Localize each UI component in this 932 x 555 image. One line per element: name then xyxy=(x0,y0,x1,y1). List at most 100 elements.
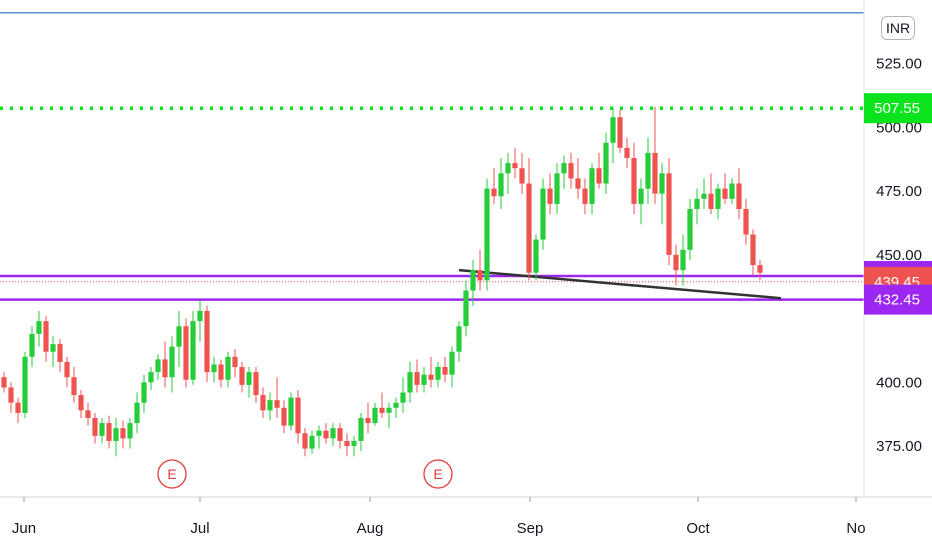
candle-body-108 xyxy=(757,265,763,273)
price-tick-label-6: 525.00 xyxy=(876,56,922,73)
candle-body-10 xyxy=(71,377,77,396)
candle-body-77 xyxy=(540,188,546,240)
candle-body-88 xyxy=(617,117,623,148)
candle-body-66 xyxy=(463,290,469,327)
candle-body-54 xyxy=(379,407,385,413)
earnings-marker-label-0: E xyxy=(167,466,176,482)
candle-body-25 xyxy=(176,326,182,347)
candle-body-14 xyxy=(99,423,105,436)
candle-body-71 xyxy=(498,173,504,197)
candles xyxy=(1,107,763,457)
price-axis[interactable]: 375.00 400.00 450.00 475.00 500.00 525.00 xyxy=(863,0,932,497)
candle-body-56 xyxy=(393,402,399,408)
candle-body-23 xyxy=(162,359,168,378)
time-tick-label-4: Oct xyxy=(686,520,710,537)
candle-body-45 xyxy=(316,430,322,436)
candle-body-40 xyxy=(281,407,287,426)
candle-body-17 xyxy=(120,428,126,439)
candle-body-29 xyxy=(204,310,210,373)
candle-body-35 xyxy=(246,372,252,385)
earnings-marker-circle-1 xyxy=(423,459,453,489)
candle-body-24 xyxy=(169,346,175,378)
candle-body-20 xyxy=(141,382,147,403)
candle-body-1 xyxy=(8,387,14,403)
time-tick-label-0: Jun xyxy=(12,520,36,537)
candle-body-50 xyxy=(351,440,357,447)
candle-body-75 xyxy=(526,183,532,273)
candle-body-41 xyxy=(288,397,294,426)
candle-body-104 xyxy=(729,183,735,199)
candle-body-90 xyxy=(631,158,637,204)
candle-body-33 xyxy=(232,356,238,368)
candle-body-103 xyxy=(722,188,728,199)
candle-body-87 xyxy=(610,117,616,143)
candle-body-85 xyxy=(596,168,602,184)
time-tick-label-2: Aug xyxy=(357,520,384,537)
time-tick-label-1: Jul xyxy=(190,520,209,537)
candle-body-46 xyxy=(323,430,329,439)
price-axis-bg xyxy=(864,0,932,497)
candle-body-73 xyxy=(512,163,518,169)
candle-body-55 xyxy=(386,407,392,413)
candle-body-82 xyxy=(575,178,581,189)
candle-body-59 xyxy=(414,372,420,385)
time-tick-label-3: Sep xyxy=(517,520,544,537)
candle-body-30 xyxy=(211,364,217,373)
candle-body-12 xyxy=(85,410,91,418)
candle-body-78 xyxy=(547,188,553,204)
candle-body-86 xyxy=(603,142,609,184)
time-axis[interactable]: Jun Jul Aug Sep Oct No xyxy=(0,496,932,537)
candle-body-27 xyxy=(190,321,196,380)
candle-body-32 xyxy=(225,356,231,380)
candle-body-60 xyxy=(421,374,427,385)
price-badge-0: 507.55 xyxy=(864,93,932,124)
trend-line-layer xyxy=(458,268,782,300)
price-tick-label-4: 475.00 xyxy=(876,183,922,200)
candle-body-107 xyxy=(750,234,756,266)
horizontal-lines xyxy=(0,11,864,301)
candle-body-16 xyxy=(113,428,119,441)
candle-body-61 xyxy=(428,374,434,380)
price-badge-label-3: 432.45 xyxy=(874,292,920,309)
candle-body-96 xyxy=(673,254,679,271)
price-tick-label-1: 400.00 xyxy=(876,374,922,391)
candle-body-64 xyxy=(449,351,455,375)
candle-body-44 xyxy=(309,435,315,449)
candle-body-93 xyxy=(652,152,658,194)
earnings-marker-0: E xyxy=(157,459,187,489)
candle-body-48 xyxy=(337,428,343,441)
candle-body-70 xyxy=(491,188,497,197)
candle-body-36 xyxy=(253,372,259,396)
candle-body-58 xyxy=(407,372,413,393)
currency-badge[interactable]: INR xyxy=(881,16,915,40)
candle-body-106 xyxy=(743,208,749,235)
candle-body-52 xyxy=(365,417,371,424)
earnings-marker-circle-0 xyxy=(157,459,187,489)
candle-body-47 xyxy=(330,428,336,439)
candle-body-22 xyxy=(155,359,161,373)
candle-body-5 xyxy=(36,321,42,334)
candle-body-67 xyxy=(470,270,476,291)
candle-body-37 xyxy=(260,395,266,411)
candle-body-101 xyxy=(708,193,714,209)
price-tick-label-5: 500.00 xyxy=(876,119,922,136)
candle-body-84 xyxy=(589,168,595,204)
candle-body-79 xyxy=(554,173,560,204)
candle-body-83 xyxy=(582,188,588,204)
candle-body-76 xyxy=(533,239,539,273)
trend-line xyxy=(458,268,782,300)
candle-body-95 xyxy=(666,173,672,255)
candle-body-39 xyxy=(274,400,280,408)
price-tick-label-3: 450.00 xyxy=(876,247,922,264)
earnings-marker-1: E xyxy=(423,459,453,489)
candle-body-72 xyxy=(505,163,511,174)
candle-body-89 xyxy=(624,147,630,159)
candle-body-102 xyxy=(715,188,721,209)
candle-body-31 xyxy=(218,364,224,380)
candle-body-13 xyxy=(92,417,98,436)
price-badge-label-0: 507.55 xyxy=(874,100,920,117)
price-badge-bg-3 xyxy=(864,284,932,315)
